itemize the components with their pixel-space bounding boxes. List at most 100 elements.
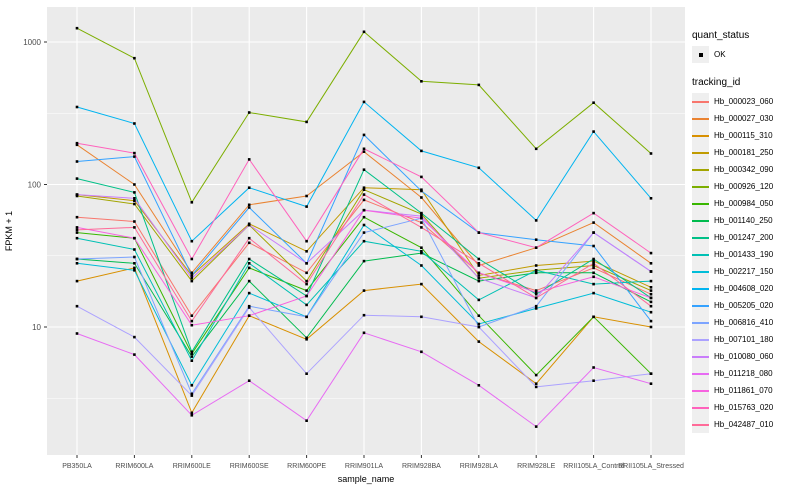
data-point[interactable] <box>592 262 595 265</box>
data-point[interactable] <box>305 303 308 307</box>
data-point[interactable] <box>247 266 251 270</box>
data-point[interactable] <box>75 236 79 240</box>
data-point[interactable] <box>592 282 595 286</box>
data-point[interactable] <box>477 340 481 343</box>
data-point[interactable] <box>133 248 136 251</box>
legend-item[interactable]: Hb_042487_010 <box>692 416 798 433</box>
data-point[interactable] <box>190 392 194 396</box>
data-point[interactable] <box>305 419 308 422</box>
data-point[interactable] <box>305 239 308 243</box>
data-point[interactable] <box>420 251 423 255</box>
data-point[interactable] <box>133 202 136 206</box>
data-point[interactable] <box>75 141 79 145</box>
data-point[interactable] <box>592 379 595 382</box>
data-point[interactable] <box>534 382 538 385</box>
legend-item[interactable]: Hb_006816_410 <box>692 314 798 331</box>
data-point[interactable] <box>190 411 194 415</box>
data-point[interactable] <box>305 338 308 341</box>
data-point[interactable] <box>362 188 366 191</box>
data-point[interactable] <box>592 244 595 248</box>
data-point[interactable] <box>649 262 653 265</box>
data-point[interactable] <box>362 133 366 137</box>
data-point[interactable] <box>247 223 251 227</box>
data-point[interactable] <box>477 325 481 329</box>
legend-item[interactable]: Hb_010080_060 <box>692 348 798 365</box>
data-point[interactable] <box>649 382 653 385</box>
legend-item[interactable]: Hb_000115_310 <box>692 127 798 144</box>
data-point[interactable] <box>362 186 366 189</box>
data-point[interactable] <box>477 298 481 302</box>
data-point[interactable] <box>190 279 194 283</box>
data-point[interactable] <box>75 143 79 147</box>
data-point[interactable] <box>190 355 194 358</box>
data-point[interactable] <box>362 208 366 212</box>
data-point[interactable] <box>534 264 538 267</box>
data-point[interactable] <box>75 226 79 229</box>
data-point[interactable] <box>305 282 308 286</box>
data-point[interactable] <box>420 211 423 215</box>
data-point[interactable] <box>477 231 481 234</box>
data-point[interactable] <box>305 205 308 208</box>
data-point[interactable] <box>420 350 423 354</box>
data-point[interactable] <box>247 111 251 114</box>
data-point[interactable] <box>247 203 251 207</box>
data-point[interactable] <box>362 223 366 227</box>
legend-item[interactable]: Hb_001140_250 <box>692 212 798 229</box>
data-point[interactable] <box>649 286 653 289</box>
data-point[interactable] <box>534 373 538 377</box>
data-point[interactable] <box>305 262 308 265</box>
data-point[interactable] <box>75 231 79 234</box>
data-point[interactable] <box>133 56 136 60</box>
data-point[interactable] <box>133 191 136 194</box>
data-point[interactable] <box>649 319 653 323</box>
data-point[interactable] <box>247 306 251 309</box>
data-point[interactable] <box>305 120 308 124</box>
data-point[interactable] <box>75 160 79 163</box>
data-point[interactable] <box>649 279 653 283</box>
data-point[interactable] <box>592 315 595 319</box>
data-point[interactable] <box>190 359 194 362</box>
data-point[interactable] <box>649 310 653 314</box>
data-point[interactable] <box>247 241 251 245</box>
data-point[interactable] <box>75 332 79 335</box>
data-point[interactable] <box>75 304 79 308</box>
data-point[interactable] <box>592 221 595 224</box>
data-point[interactable] <box>477 279 481 283</box>
data-point[interactable] <box>247 236 251 240</box>
data-point[interactable] <box>75 193 79 196</box>
data-point[interactable] <box>362 100 366 104</box>
data-point[interactable] <box>592 264 595 267</box>
data-point[interactable] <box>420 80 423 83</box>
data-point[interactable] <box>649 292 653 296</box>
data-point[interactable] <box>420 282 423 286</box>
data-point[interactable] <box>305 294 308 298</box>
data-point[interactable] <box>477 264 481 267</box>
legend-item[interactable]: Hb_000023_060 <box>692 93 798 110</box>
data-point[interactable] <box>190 201 194 204</box>
legend-item[interactable]: Hb_004608_020 <box>692 280 798 297</box>
data-point[interactable] <box>592 259 595 263</box>
data-point[interactable] <box>75 257 79 261</box>
legend-item-ok[interactable]: OK <box>692 46 798 63</box>
data-point[interactable] <box>420 216 423 220</box>
data-point[interactable] <box>420 196 423 199</box>
data-point[interactable] <box>420 175 423 179</box>
data-point[interactable] <box>133 220 136 223</box>
data-point[interactable] <box>133 183 136 186</box>
data-point[interactable] <box>649 304 653 308</box>
data-point[interactable] <box>133 335 136 339</box>
data-point[interactable] <box>133 262 136 265</box>
data-point[interactable] <box>305 336 308 340</box>
legend-item[interactable]: Hb_011861_070 <box>692 382 798 399</box>
data-point[interactable] <box>190 276 194 280</box>
data-point[interactable] <box>247 257 251 261</box>
data-point[interactable] <box>534 385 538 389</box>
data-point[interactable] <box>592 257 595 261</box>
data-point[interactable] <box>247 186 251 189</box>
data-point[interactable] <box>133 155 136 158</box>
data-point[interactable] <box>247 291 251 295</box>
data-point[interactable] <box>247 314 251 317</box>
legend-item[interactable]: Hb_000984_050 <box>692 195 798 212</box>
data-point[interactable] <box>592 130 595 133</box>
data-point[interactable] <box>75 279 79 283</box>
